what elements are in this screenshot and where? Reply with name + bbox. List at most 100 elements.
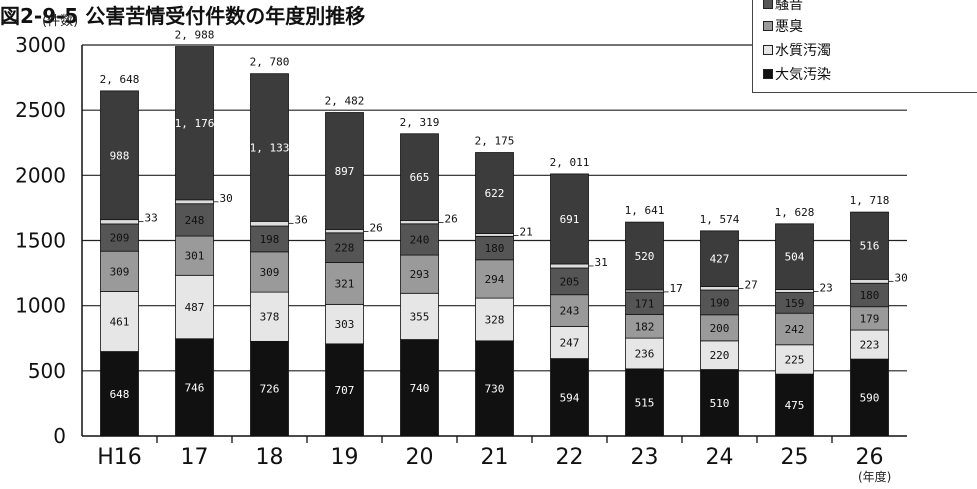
bar-segment-vibration xyxy=(325,229,364,234)
bar-segment-air xyxy=(550,358,589,437)
y-tick-label: 1000 xyxy=(15,294,66,318)
data-label: 504 xyxy=(785,251,805,264)
bar-segment-water xyxy=(550,325,589,359)
data-label: 988 xyxy=(110,149,130,162)
data-label: 179 xyxy=(860,312,880,325)
data-label: 240 xyxy=(410,233,430,246)
x-category-label: 17 xyxy=(181,445,209,470)
bar-segment-water xyxy=(100,291,139,352)
data-label: 223 xyxy=(860,339,880,352)
data-label: 182 xyxy=(635,320,655,333)
data-label: 897 xyxy=(335,165,355,178)
bar-segment-other xyxy=(700,230,739,287)
data-label: 309 xyxy=(260,266,280,279)
bar-segment-other xyxy=(100,90,139,221)
data-label-vibration: 30 xyxy=(895,271,908,284)
total-label: 1, 641 xyxy=(625,204,665,217)
total-label: 1, 574 xyxy=(700,213,740,226)
data-label: 309 xyxy=(110,265,130,278)
data-label: 590 xyxy=(860,392,880,405)
bar-segment-noise xyxy=(400,223,439,256)
bar-segment-odor xyxy=(100,250,139,292)
data-label: 159 xyxy=(785,297,805,310)
x-category-label: 23 xyxy=(631,445,659,470)
bar-segment-water xyxy=(475,297,514,342)
y-tick-label: 0 xyxy=(53,424,66,448)
data-label: 487 xyxy=(185,301,205,314)
total-label: 2, 319 xyxy=(400,116,440,129)
bar-segment-air xyxy=(250,340,289,437)
bar-segment-vibration xyxy=(775,289,814,293)
data-label: 1, 176 xyxy=(175,117,215,130)
y-tick-label: 1500 xyxy=(15,229,66,253)
bar-segment-vibration xyxy=(400,220,439,225)
page-title: 図2-9-5 公害苦情受付件数の年度別推移 xyxy=(0,4,366,28)
x-category-label: 26 xyxy=(856,445,884,470)
bar-segment-water xyxy=(775,344,814,375)
data-label: 475 xyxy=(785,399,805,412)
bar-segment-vibration xyxy=(175,199,214,205)
data-label: 510 xyxy=(710,397,730,410)
bar-segment-other xyxy=(250,73,289,222)
data-label: 691 xyxy=(560,213,580,226)
data-label-vibration: 36 xyxy=(295,213,308,226)
bar-segment-vibration xyxy=(475,233,514,237)
bar-segment-air xyxy=(850,358,889,437)
legend-item-odor: 悪臭 xyxy=(763,16,803,36)
y-tick-label: 2500 xyxy=(15,98,66,122)
bar-segment-air xyxy=(475,340,514,437)
bar-segment-vibration xyxy=(550,263,589,269)
data-label-vibration: 26 xyxy=(445,212,458,225)
bar-segment-vibration xyxy=(100,219,139,225)
bar-segment-other xyxy=(775,223,814,290)
data-label: 243 xyxy=(560,305,580,318)
y-tick-label: 2000 xyxy=(15,163,66,187)
x-category-label: 19 xyxy=(331,445,359,470)
data-label: 726 xyxy=(260,383,280,396)
data-label: 740 xyxy=(410,382,430,395)
data-label-vibration: 26 xyxy=(370,221,383,234)
bar-segment-water xyxy=(175,274,214,340)
data-label: 228 xyxy=(335,242,355,255)
data-label: 293 xyxy=(410,268,430,281)
legend-label: 騒音 xyxy=(775,0,803,13)
y-tick-label: 500 xyxy=(28,359,66,383)
bar-segment-water xyxy=(700,340,739,370)
legend-swatch xyxy=(763,21,773,31)
data-label: 180 xyxy=(860,289,880,302)
bar-segment-noise xyxy=(100,223,139,252)
total-label: 2, 648 xyxy=(100,73,140,86)
data-label: 301 xyxy=(185,250,205,263)
data-label-vibration: 21 xyxy=(520,226,533,239)
total-label: 2, 011 xyxy=(550,156,590,169)
data-label: 665 xyxy=(410,171,430,184)
bar-segment-air xyxy=(100,351,139,437)
bar-segment-air xyxy=(175,338,214,437)
x-axis-unit-label: (年度) xyxy=(858,470,892,484)
data-label: 180 xyxy=(485,242,505,255)
legend-item-noise: 騒音 xyxy=(763,0,803,14)
x-category-label: 20 xyxy=(406,445,434,470)
x-category-label: H16 xyxy=(97,445,142,470)
data-label: 242 xyxy=(785,323,805,336)
bar-segment-other xyxy=(550,173,589,265)
x-category-label: 25 xyxy=(781,445,809,470)
bar-segment-air xyxy=(625,368,664,437)
bar-segment-odor xyxy=(175,235,214,276)
data-label: 190 xyxy=(710,296,730,309)
bar-segment-other xyxy=(475,152,514,234)
data-label-vibration: 33 xyxy=(145,212,158,225)
bar-segment-other xyxy=(325,112,364,230)
total-label: 2, 482 xyxy=(325,95,365,108)
x-category-label: 24 xyxy=(706,445,734,470)
data-label: 294 xyxy=(485,273,505,286)
y-tick-label: 3000 xyxy=(15,33,66,57)
data-label: 427 xyxy=(710,253,730,266)
data-label: 328 xyxy=(485,313,505,326)
legend-item-air: 大気汚染 xyxy=(763,64,831,84)
data-label: 707 xyxy=(335,384,355,397)
legend-swatch xyxy=(763,45,773,55)
bar-segment-air xyxy=(700,369,739,437)
x-category-label: 21 xyxy=(481,445,509,470)
data-label: 236 xyxy=(635,347,655,360)
